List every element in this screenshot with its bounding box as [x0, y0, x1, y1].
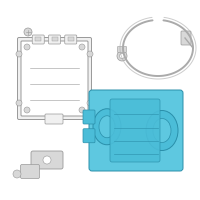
Circle shape	[24, 28, 32, 36]
Circle shape	[13, 170, 21, 178]
Circle shape	[16, 51, 22, 57]
Circle shape	[43, 156, 51, 164]
FancyBboxPatch shape	[83, 110, 95, 124]
FancyBboxPatch shape	[21, 41, 88, 116]
FancyBboxPatch shape	[181, 31, 191, 45]
FancyBboxPatch shape	[89, 90, 183, 171]
FancyBboxPatch shape	[110, 99, 160, 162]
FancyBboxPatch shape	[32, 35, 44, 44]
Ellipse shape	[99, 116, 115, 138]
FancyBboxPatch shape	[45, 114, 63, 124]
Circle shape	[24, 44, 30, 50]
Circle shape	[24, 107, 30, 113]
Circle shape	[16, 100, 22, 106]
FancyBboxPatch shape	[35, 37, 41, 41]
Ellipse shape	[146, 110, 178, 150]
FancyBboxPatch shape	[21, 164, 40, 178]
Circle shape	[120, 53, 124, 58]
Circle shape	[87, 51, 93, 57]
FancyBboxPatch shape	[48, 35, 60, 44]
Ellipse shape	[153, 118, 171, 142]
FancyBboxPatch shape	[18, 38, 92, 119]
Circle shape	[79, 107, 85, 113]
FancyBboxPatch shape	[118, 46, 127, 52]
FancyBboxPatch shape	[65, 35, 77, 44]
FancyBboxPatch shape	[68, 37, 74, 41]
Circle shape	[79, 44, 85, 50]
FancyBboxPatch shape	[31, 151, 63, 169]
Circle shape	[117, 51, 127, 61]
FancyBboxPatch shape	[83, 129, 95, 143]
Ellipse shape	[93, 109, 121, 145]
Circle shape	[87, 100, 93, 106]
FancyBboxPatch shape	[52, 37, 58, 41]
